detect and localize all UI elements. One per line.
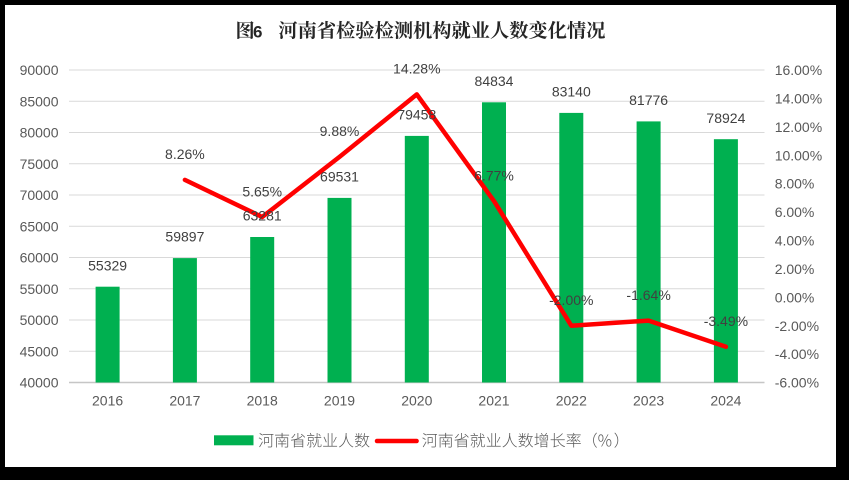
svg-text:-2.00%: -2.00%: [775, 318, 819, 334]
svg-text:9.88%: 9.88%: [320, 123, 360, 139]
svg-text:55000: 55000: [20, 281, 59, 297]
svg-text:75000: 75000: [20, 156, 59, 172]
svg-text:2017: 2017: [169, 393, 200, 409]
svg-text:-6.00%: -6.00%: [775, 375, 819, 391]
svg-text:80000: 80000: [20, 125, 59, 141]
svg-text:2016: 2016: [92, 393, 123, 409]
svg-text:10.00%: 10.00%: [775, 147, 822, 163]
svg-text:0.00%: 0.00%: [775, 289, 815, 305]
svg-text:70000: 70000: [20, 187, 59, 203]
svg-text:81776: 81776: [629, 92, 668, 108]
svg-text:60000: 60000: [20, 250, 59, 266]
svg-text:14.00%: 14.00%: [775, 91, 822, 107]
svg-text:-1.64%: -1.64%: [626, 287, 670, 303]
svg-text:2019: 2019: [324, 393, 355, 409]
svg-text:2018: 2018: [247, 393, 278, 409]
svg-text:-4.00%: -4.00%: [775, 346, 819, 362]
svg-text:2022: 2022: [556, 393, 587, 409]
svg-text:50000: 50000: [20, 312, 59, 328]
svg-text:78924: 78924: [706, 110, 745, 126]
svg-text:63281: 63281: [243, 208, 282, 224]
svg-text:16.00%: 16.00%: [775, 62, 822, 78]
svg-text:2024: 2024: [710, 393, 741, 409]
svg-text:65000: 65000: [20, 218, 59, 234]
svg-text:8.00%: 8.00%: [775, 176, 815, 192]
svg-text:45000: 45000: [20, 343, 59, 359]
svg-text:69531: 69531: [320, 169, 359, 185]
svg-text:6.00%: 6.00%: [775, 204, 815, 220]
svg-text:59897: 59897: [165, 229, 204, 245]
svg-text:2.00%: 2.00%: [775, 261, 815, 277]
svg-text:83140: 83140: [552, 84, 591, 100]
svg-text:8.26%: 8.26%: [165, 146, 205, 162]
svg-text:6.77%: 6.77%: [474, 167, 514, 183]
svg-text:-3.49%: -3.49%: [704, 313, 748, 329]
svg-text:12.00%: 12.00%: [775, 119, 822, 135]
svg-text:2023: 2023: [633, 393, 664, 409]
svg-text:14.28%: 14.28%: [393, 61, 440, 77]
svg-text:2021: 2021: [478, 393, 509, 409]
svg-text:79458: 79458: [397, 107, 436, 123]
svg-text:2020: 2020: [401, 393, 432, 409]
svg-text:4.00%: 4.00%: [775, 233, 815, 249]
svg-text:5.65%: 5.65%: [242, 183, 282, 199]
svg-text:85000: 85000: [20, 93, 59, 109]
svg-text:6: 6: [253, 22, 262, 41]
svg-text:40000: 40000: [20, 375, 59, 391]
svg-text:84834: 84834: [475, 73, 514, 89]
svg-text:90000: 90000: [20, 62, 59, 78]
svg-text:55329: 55329: [88, 257, 127, 273]
svg-text:-2.00%: -2.00%: [549, 292, 593, 308]
